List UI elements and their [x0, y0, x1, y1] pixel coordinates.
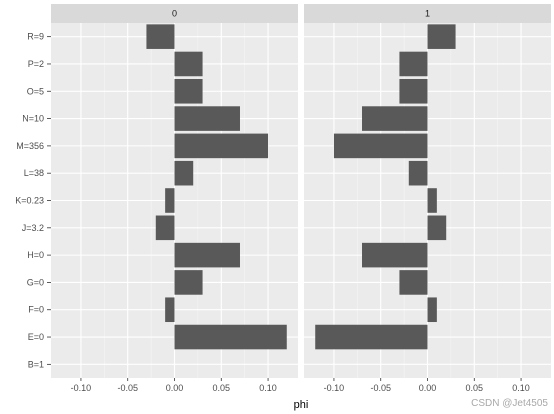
bar [408, 160, 428, 186]
bar [165, 297, 175, 323]
bar [174, 78, 203, 104]
x-tick-label: -0.10 [324, 383, 345, 393]
x-tick-label: -0.05 [370, 383, 391, 393]
bar [427, 188, 437, 213]
bar [315, 324, 428, 350]
bar [362, 106, 428, 131]
bar [165, 188, 175, 213]
x-tick-label: 0.00 [166, 383, 184, 393]
y-tick-label: K=0.23 [15, 196, 44, 206]
watermark: CSDN @Jet4505 [471, 398, 548, 409]
bar [333, 133, 428, 159]
y-tick-label: O=5 [27, 86, 44, 96]
x-axis-title: phi [294, 399, 309, 411]
x-tick-label: 0.00 [419, 383, 437, 393]
bar [427, 24, 456, 49]
bar [399, 51, 428, 77]
y-tick-label: P=2 [28, 59, 44, 69]
bar [174, 270, 203, 295]
facet-strip-label: 0 [172, 9, 177, 19]
bar [174, 106, 240, 131]
y-tick-label: B=1 [28, 359, 44, 369]
facet-strip-label: 1 [425, 9, 430, 19]
y-tick-label: R=9 [27, 32, 44, 42]
y-tick-label: M=356 [16, 141, 44, 151]
y-tick-label: J=3.2 [22, 223, 44, 233]
bar [174, 160, 194, 186]
bar [155, 215, 175, 241]
x-tick-label: 0.05 [213, 383, 231, 393]
y-tick-label: N=10 [22, 114, 44, 124]
x-tick-label: 0.10 [259, 383, 277, 393]
y-tick-label: H=0 [27, 250, 44, 260]
bar [146, 24, 175, 49]
x-tick-label: -0.10 [71, 383, 92, 393]
facet-strip [51, 4, 298, 23]
bar [399, 78, 428, 104]
x-tick-label: -0.05 [117, 383, 138, 393]
bar [174, 133, 269, 159]
y-tick-label: G=0 [27, 277, 44, 287]
bar [174, 242, 240, 268]
bar [399, 270, 428, 295]
bar [362, 242, 428, 268]
x-tick-label: 0.10 [512, 383, 530, 393]
bar [174, 324, 287, 350]
x-tick-label: 0.05 [466, 383, 484, 393]
y-tick-label: F=0 [28, 305, 44, 315]
facet-strip [304, 4, 551, 23]
bar [427, 215, 447, 241]
y-tick-label: E=0 [28, 332, 44, 342]
bar [427, 297, 437, 323]
bar [174, 51, 203, 77]
y-tick-label: L=38 [24, 168, 44, 178]
